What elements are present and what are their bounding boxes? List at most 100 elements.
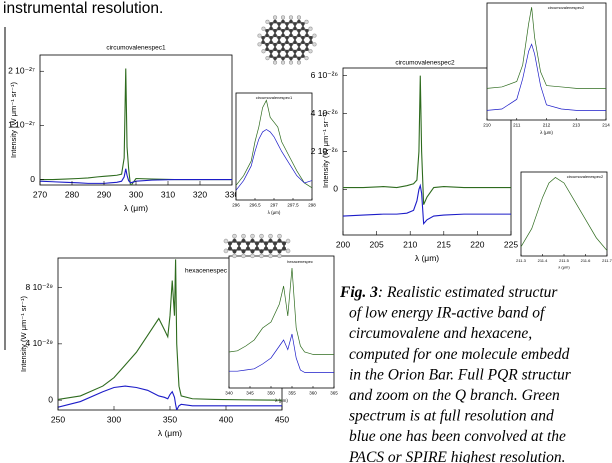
molecule-carbon xyxy=(255,241,259,245)
plot-frame xyxy=(487,3,606,120)
molecule-carbon xyxy=(282,247,286,251)
molecule-carbon xyxy=(269,41,272,44)
x-tick-label: 450 xyxy=(275,414,289,424)
panel: 340345350355360365hexacenespecλ (μm) xyxy=(225,256,338,403)
molecule-hydrogen xyxy=(251,254,255,258)
caption-line: and zoom on the Q branch. Green xyxy=(349,387,560,404)
x-tick-label: 211.7 xyxy=(602,258,612,263)
x-tick-label: 297 xyxy=(270,203,278,208)
x-tick-label: 215 xyxy=(437,239,451,249)
caption-label: Fig. 3 xyxy=(339,284,378,301)
molecule-carbon xyxy=(285,36,288,39)
molecule-carbon xyxy=(305,43,308,46)
molecule-carbon xyxy=(285,54,288,57)
top-text: instrumental resolution. xyxy=(3,0,163,17)
x-tick-label: 365 xyxy=(330,391,338,396)
x-tick-label: 296.5 xyxy=(249,203,261,208)
x-axis-label: λ (μm) xyxy=(415,253,439,263)
plot-frame xyxy=(236,93,312,200)
x-axis-label: λ (μm) xyxy=(540,130,553,135)
molecule-hydrogen xyxy=(260,234,264,238)
molecule-carbon xyxy=(281,29,284,32)
molecule-carbon xyxy=(289,29,292,32)
x-tick-label: 210 xyxy=(403,239,417,249)
molecule-carbon xyxy=(309,41,312,44)
molecule-carbon xyxy=(297,47,300,50)
molecule-hydrogen xyxy=(297,16,300,19)
x-tick-label: 211.6 xyxy=(581,258,591,263)
molecule-carbon xyxy=(273,47,276,50)
molecule-carbon xyxy=(278,239,282,243)
molecule-carbon xyxy=(301,22,304,25)
x-tick-label: 298 xyxy=(308,203,316,208)
molecule-hydrogen xyxy=(262,27,265,30)
molecule-carbon xyxy=(301,27,304,30)
molecule-carbon xyxy=(277,27,280,30)
molecule-carbon xyxy=(281,20,284,23)
molecule-hydrogen xyxy=(289,16,292,19)
x-tick-label: 320 xyxy=(193,189,207,199)
x-tick-label: 210 xyxy=(483,123,491,128)
caption-line: Fig. 3: Realistic estimated structur xyxy=(339,284,558,301)
molecule-carbon xyxy=(281,43,284,46)
molecule-carbon xyxy=(281,47,284,50)
x-tick-label: 300 xyxy=(107,414,121,424)
x-tick-label: 211 xyxy=(513,123,521,128)
molecule-carbon xyxy=(305,47,308,50)
x-tick-label: 296 xyxy=(232,203,240,208)
molecule-hydrogen xyxy=(269,234,273,238)
molecule-carbon xyxy=(297,43,300,46)
panel: 210211212213214circumovalenespec2λ (μm) xyxy=(483,3,610,135)
caption-line: blue one has been convolved at the xyxy=(349,428,566,445)
y-tick-label: 2 10⁻²⁷ xyxy=(8,66,35,76)
molecule-carbon xyxy=(269,50,272,53)
molecule-carbon xyxy=(297,20,300,23)
molecule-carbon xyxy=(269,249,273,253)
molecule-carbon xyxy=(281,57,284,60)
x-tick-label: 360 xyxy=(309,391,317,396)
chart-title: hexacenespec xyxy=(287,259,313,264)
y-axis-label: Intensity (W μm⁻¹ sr⁻¹) xyxy=(9,82,18,158)
plot-frame xyxy=(343,68,511,235)
chart-title: circumovalenespec1 xyxy=(256,95,293,100)
molecule-carbon xyxy=(246,241,250,245)
molecule-carbon xyxy=(277,41,280,44)
molecule-hydrogen xyxy=(233,254,237,258)
y-axis-label: Intensity (W μm⁻¹ sr⁻¹) xyxy=(19,296,28,372)
page: {"top_text": "instrumental resolution.",… xyxy=(0,0,612,463)
molecule-carbon xyxy=(273,29,276,32)
caption-line: circumovalene and hexacene, xyxy=(349,325,532,342)
molecule-hydrogen xyxy=(269,254,273,258)
molecule-carbon xyxy=(273,247,277,251)
y-tick-label: 0 xyxy=(333,184,338,194)
molecule-carbon xyxy=(285,22,288,25)
molecule-hydrogen xyxy=(266,20,269,23)
molecule-hydrogen xyxy=(266,56,269,59)
x-tick-label: 214 xyxy=(602,123,610,128)
x-tick-label: 200 xyxy=(336,239,350,249)
x-tick-label: 300 xyxy=(129,189,143,199)
x-tick-label: 340 xyxy=(225,391,233,396)
x-tick-label: 345 xyxy=(246,391,254,396)
molecule-carbon xyxy=(305,29,308,32)
molecule-carbon xyxy=(277,54,280,57)
x-axis-label: λ (μm) xyxy=(124,203,148,213)
chart-title: circumovalenespec1 xyxy=(106,45,166,52)
molecule-carbon xyxy=(237,241,241,245)
chart-title: circumovalenespec2 xyxy=(395,60,455,67)
molecule-hydrogen xyxy=(258,34,261,37)
molecule-hydrogen xyxy=(305,56,308,59)
molecule-hydrogen xyxy=(309,27,312,30)
molecule-carbon xyxy=(261,36,264,39)
molecule-carbon xyxy=(233,239,237,243)
molecule-carbon xyxy=(269,239,273,243)
panel: 296296.5297297.5298circumovalenespec1λ (… xyxy=(232,93,316,215)
y-tick-label: 8 10⁻²⁹ xyxy=(25,282,53,292)
molecule-carbon xyxy=(293,50,296,53)
x-tick-label: 350 xyxy=(163,414,177,424)
molecule-carbon xyxy=(278,249,282,253)
molecule-carbon xyxy=(260,239,264,243)
molecule-carbon xyxy=(301,36,304,39)
molecule-carbon xyxy=(265,47,268,50)
molecule-carbon xyxy=(301,41,304,44)
